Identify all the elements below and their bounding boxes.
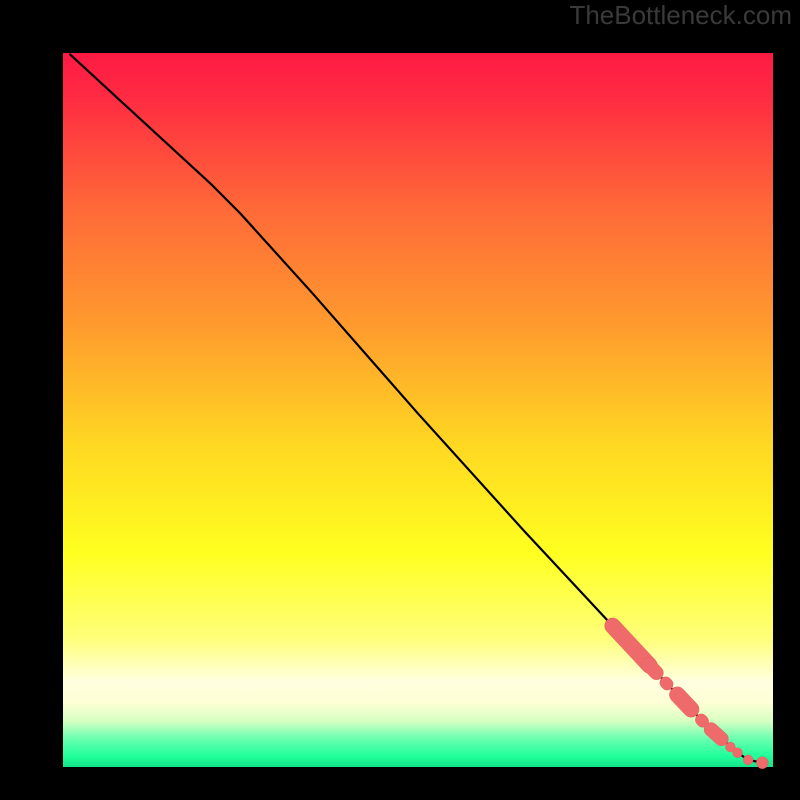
marker-point <box>733 748 743 758</box>
chart-canvas: TheBottleneck.com <box>0 0 800 800</box>
curve-overlay <box>0 0 800 800</box>
marker-point <box>743 755 753 765</box>
curve-line <box>70 54 762 762</box>
marker-point <box>756 757 768 769</box>
